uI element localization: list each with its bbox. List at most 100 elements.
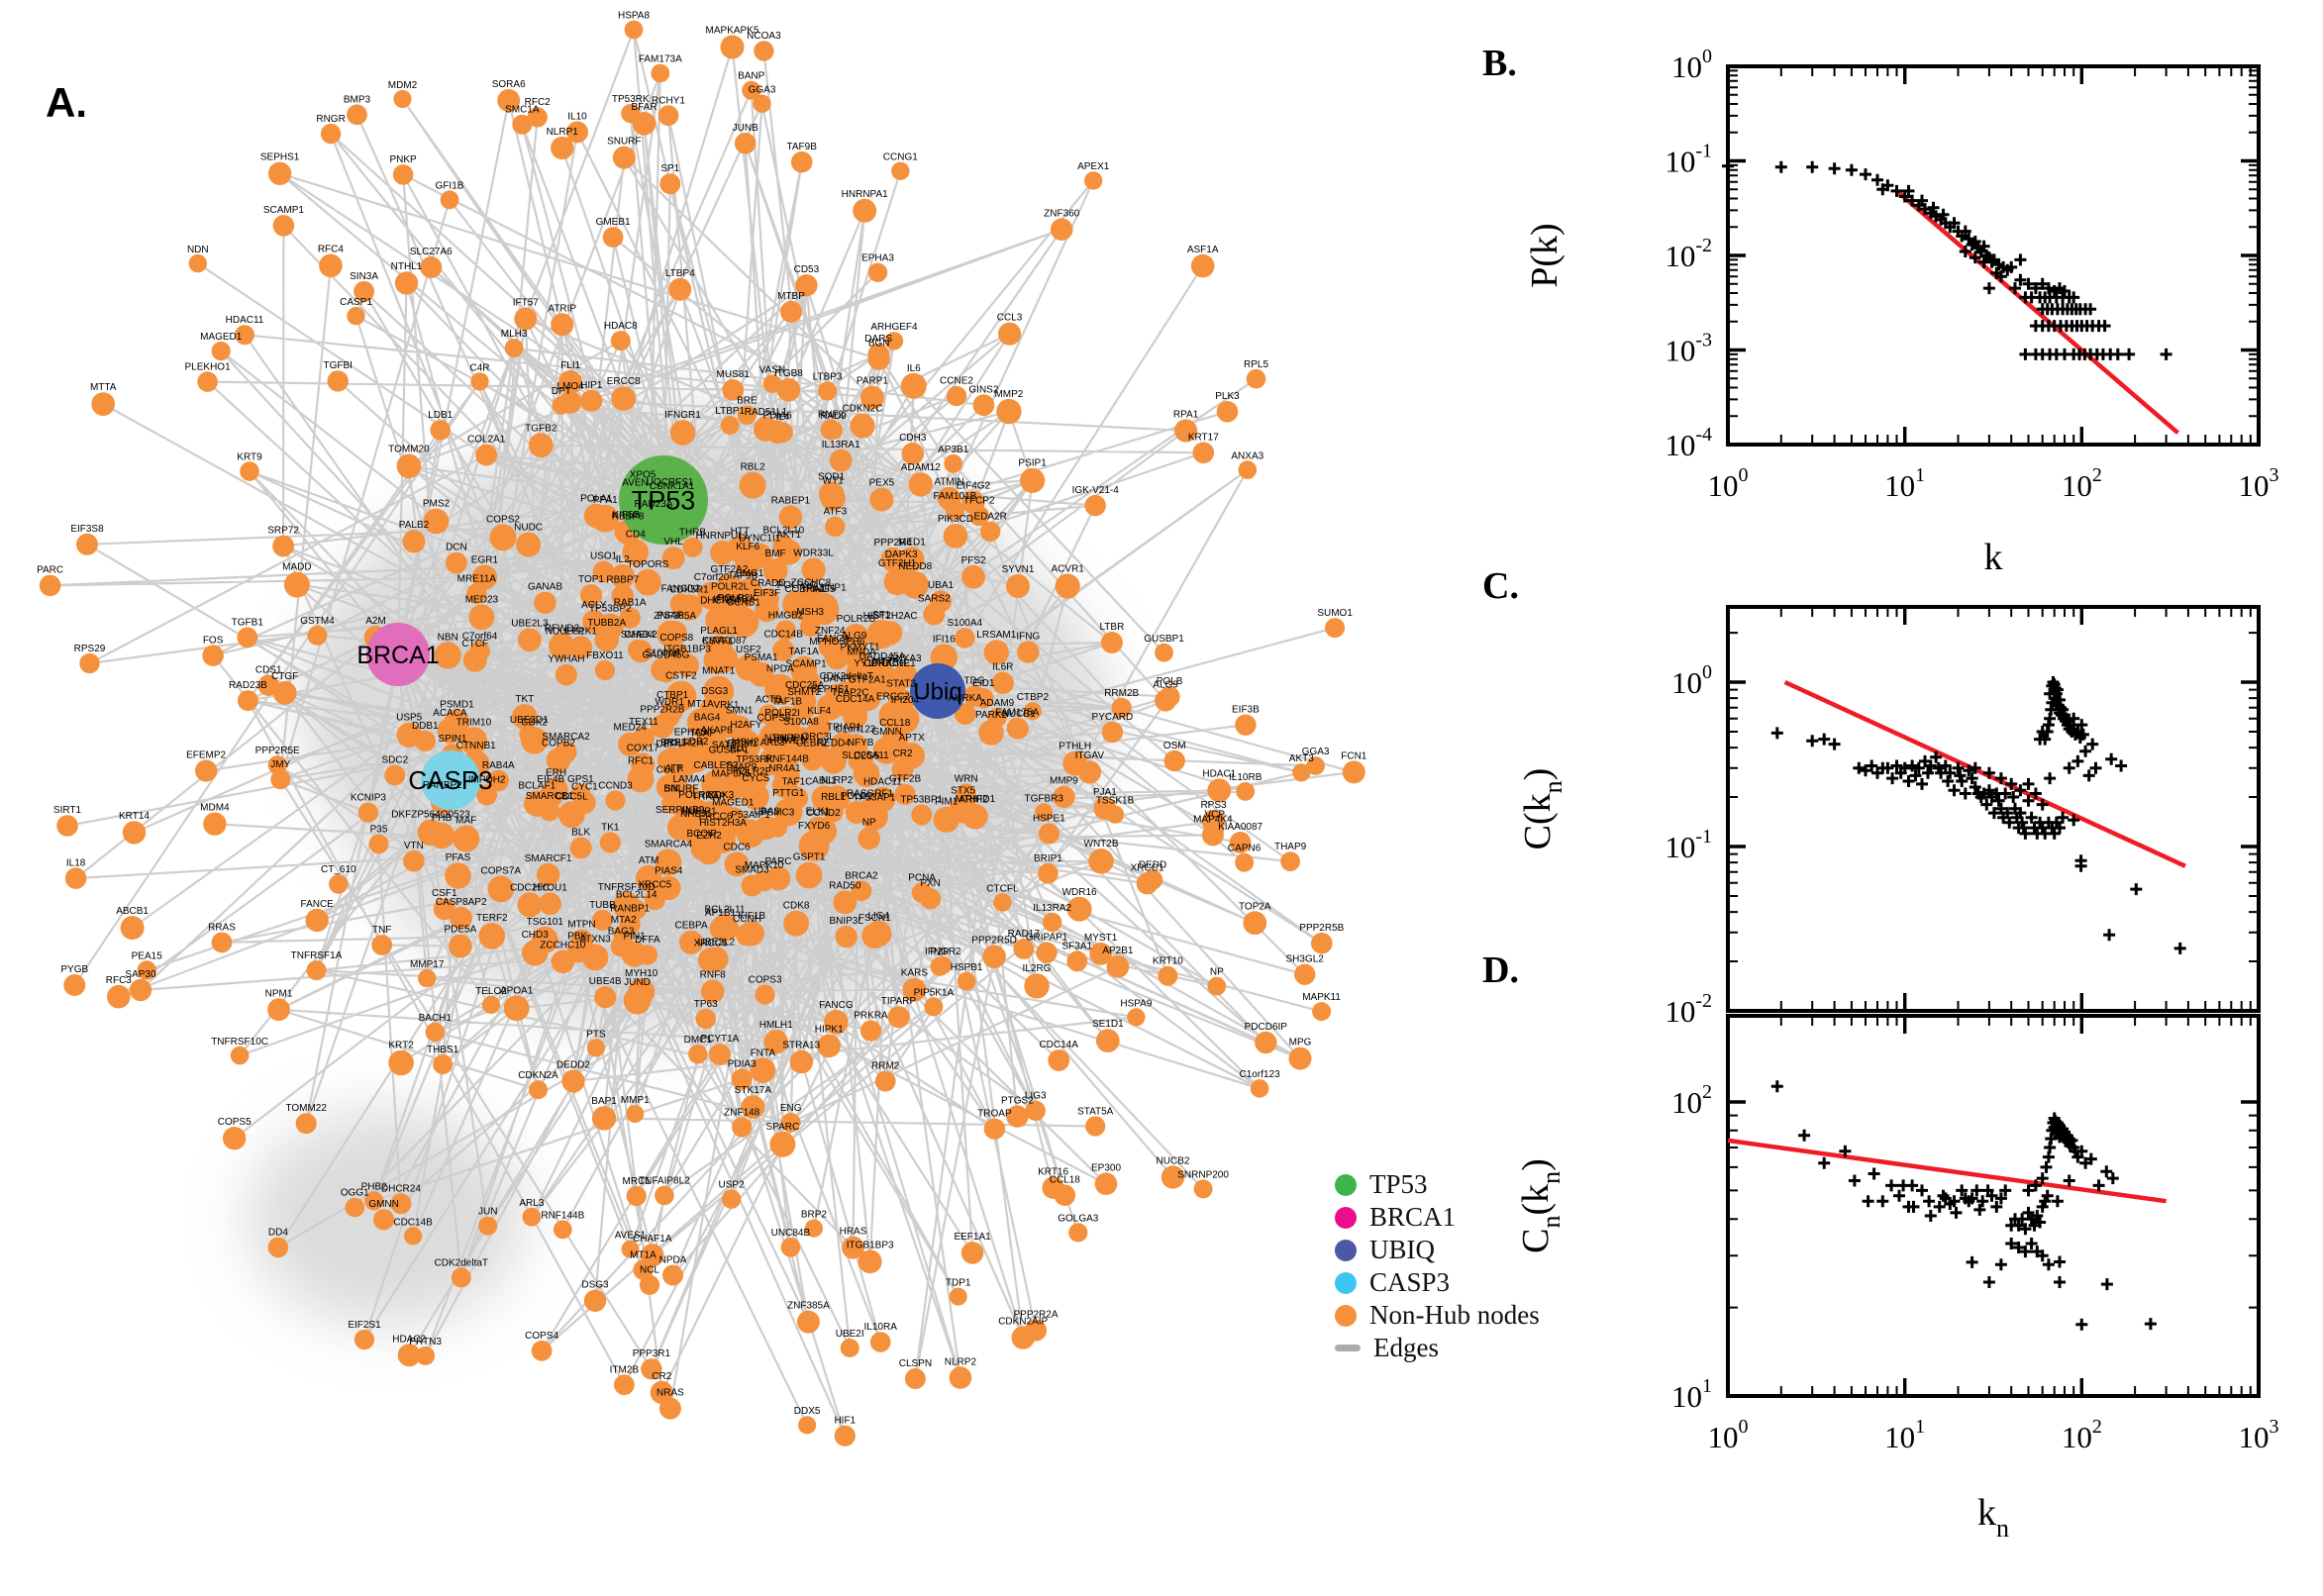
- gene-label: MTTA: [872, 656, 899, 667]
- gene-label: PIM1: [935, 797, 959, 808]
- non-hub-node: [644, 889, 665, 911]
- gene-label: NEDD4: [817, 739, 851, 749]
- gene-label: TGFB2: [525, 423, 557, 434]
- nonhub-node-swatch-icon: [1335, 1304, 1357, 1327]
- gene-label: PIK3CD: [938, 514, 973, 525]
- gene-label: GSPT1: [793, 852, 826, 863]
- non-hub-node: [1207, 778, 1232, 803]
- gene-label: FXYD6: [798, 821, 831, 832]
- non-hub-node: [929, 590, 953, 613]
- non-hub-node: [1174, 419, 1198, 443]
- non-hub-node: [762, 558, 788, 583]
- gene-label: TRIM10: [456, 717, 492, 728]
- non-hub-node: [605, 790, 626, 811]
- non-hub-node: [963, 685, 985, 707]
- gene-label: SCAMP1: [786, 659, 828, 670]
- scatter-points: [1770, 676, 2186, 954]
- non-hub-node: [354, 280, 375, 302]
- non-hub-node: [384, 764, 406, 786]
- gene-label: COPB2: [542, 739, 575, 749]
- non-hub-node: [1294, 963, 1316, 985]
- gene-label: ELL: [730, 744, 748, 754]
- axis-tick-label: 100: [1708, 1416, 1749, 1454]
- gene-label: CDS1: [255, 665, 282, 676]
- non-hub-node: [610, 331, 631, 351]
- non-hub-node: [445, 862, 471, 889]
- gene-label: MMP2: [994, 389, 1023, 400]
- gene-label: COPS6: [758, 713, 791, 724]
- gene-label: PSMC3: [760, 808, 795, 819]
- non-hub-node: [924, 997, 944, 1017]
- gene-label: NBN: [438, 632, 458, 643]
- gene-label: CSNK1A1: [650, 481, 695, 492]
- non-hub-node: [1038, 823, 1060, 845]
- gene-label: PMS2: [423, 499, 451, 510]
- gene-label: RAD51L1: [745, 407, 788, 418]
- non-hub-node: [668, 277, 692, 301]
- non-hub-node: [1084, 494, 1106, 517]
- gene-label: IL10RA: [864, 1322, 898, 1333]
- gene-label: ATRIP: [548, 303, 576, 314]
- gene-label: ERH: [546, 768, 566, 779]
- gene-label: RBL2: [741, 462, 765, 473]
- non-hub-node: [853, 198, 877, 223]
- non-hub-node: [795, 861, 823, 889]
- non-hub-node: [396, 453, 422, 479]
- gene-label: TNF: [372, 925, 391, 936]
- non-hub-node: [633, 1259, 654, 1280]
- non-hub-node: [762, 374, 782, 393]
- non-hub-node: [1088, 848, 1114, 874]
- gene-label: MAGED1: [200, 332, 243, 343]
- non-hub-node: [955, 628, 975, 648]
- gene-label: CTGF: [271, 671, 298, 682]
- legend-item-casp3: CASP3: [1335, 1266, 1540, 1299]
- non-hub-node: [1006, 1105, 1029, 1128]
- non-hub-node: [120, 916, 145, 941]
- gene-label: IL6R: [992, 662, 1013, 673]
- non-hub-node: [347, 104, 367, 126]
- gene-label: AP2B1: [1102, 946, 1134, 956]
- gene-label: RPA1: [1173, 409, 1199, 420]
- non-hub-node: [635, 568, 661, 596]
- gene-label: CSTF2: [665, 671, 697, 682]
- non-hub-node: [662, 1264, 683, 1286]
- gene-label: AVES1: [615, 1231, 647, 1242]
- non-hub-node: [591, 909, 613, 931]
- gene-label: HMGB2: [768, 610, 804, 621]
- gene-label: MMP9: [1050, 776, 1078, 787]
- gene-label: HSPA8: [618, 11, 650, 22]
- non-hub-node: [823, 802, 844, 823]
- gene-label: POLD2: [841, 791, 873, 802]
- gene-label: YWHAH: [548, 654, 584, 665]
- non-hub-node: [497, 89, 521, 112]
- gene-label: MED23: [465, 594, 499, 605]
- gene-label: VRK1: [713, 700, 740, 711]
- gene-label: RNGR: [316, 114, 345, 125]
- non-hub-node: [825, 516, 846, 538]
- gene-label: CDC14A: [1039, 1040, 1078, 1050]
- gene-label: MDM2: [388, 80, 418, 91]
- non-hub-node: [741, 1095, 765, 1119]
- gene-label: PEX5: [869, 478, 895, 489]
- axis-tick-label: 101: [1671, 1375, 1712, 1414]
- non-hub-node: [902, 977, 927, 1002]
- gene-label: CCNH: [733, 914, 761, 925]
- non-hub-node: [270, 769, 291, 790]
- gene-label: EPHA3: [674, 728, 707, 739]
- gene-label: EIF3F: [754, 588, 780, 599]
- gene-label: CCL18: [1050, 1174, 1081, 1185]
- gene-label: RRAS: [208, 923, 236, 934]
- non-hub-node: [1280, 851, 1300, 871]
- non-hub-node: [267, 1237, 289, 1258]
- gene-label: HDAC11: [226, 315, 264, 326]
- gene-label: DLG5: [854, 750, 880, 761]
- gene-label: TROAP: [977, 1108, 1012, 1119]
- gene-label: CCND3: [598, 780, 633, 791]
- non-hub-node: [961, 564, 985, 589]
- gene-label: STAT3: [886, 679, 916, 690]
- gene-label: CDK2: [521, 717, 548, 728]
- non-hub-node: [968, 505, 989, 527]
- gene-label: EID1: [972, 678, 995, 689]
- gene-label: MSH3: [796, 607, 824, 618]
